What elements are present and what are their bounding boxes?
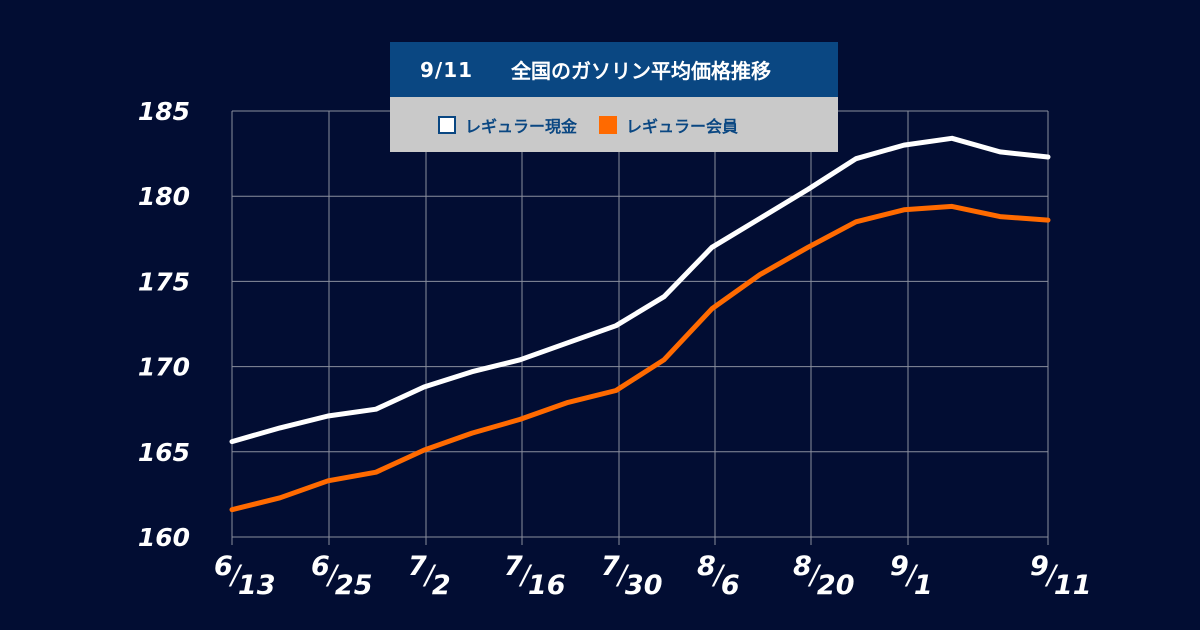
x-axis: 6/13 6/25 7/2 7/16 7/30 8/6 8/20 9/1 9/11 <box>214 551 1091 601</box>
y-axis: 160 165 170 175 180 185 <box>138 97 190 552</box>
y-tick-label: 180 <box>138 182 190 211</box>
title-text: 全国のガソリン平均価格推移 <box>511 59 772 83</box>
grid <box>231 110 1049 545</box>
legend: レギュラー現金 レギュラー会員 <box>390 97 838 152</box>
x-tick-label: 8/6 <box>697 551 740 601</box>
legend-label-member: レギュラー会員 <box>626 116 739 136</box>
legend-item-member: レギュラー会員 <box>599 113 738 137</box>
y-tick-label: 165 <box>138 438 190 467</box>
y-tick-label: 160 <box>138 523 190 552</box>
series-lines <box>229 135 1051 513</box>
x-tick-label: 9/11 <box>1030 551 1091 601</box>
x-tick-label: 9/1 <box>890 551 933 601</box>
x-tick-label: 6/25 <box>311 551 372 601</box>
series-line-1 <box>229 203 1051 513</box>
y-tick-label: 175 <box>138 267 190 296</box>
y-tick-label: 185 <box>138 97 190 126</box>
legend-swatch-member <box>599 115 618 134</box>
x-tick-label: 7/2 <box>408 551 451 601</box>
legend-label-cash: レギュラー現金 <box>465 116 578 136</box>
y-tick-label: 170 <box>138 353 190 382</box>
x-tick-label: 7/30 <box>601 551 662 601</box>
legend-item-cash: レギュラー現金 <box>438 113 577 137</box>
legend-swatch-cash <box>438 115 456 134</box>
x-tick-label: 6/13 <box>214 551 275 601</box>
x-tick-label: 7/16 <box>504 551 565 601</box>
title-box: 9/11 全国のガソリン平均価格推移 レギュラー現金 レギュラー会員 <box>390 42 838 152</box>
series-line-0 <box>229 135 1051 445</box>
x-tick-label: 8/20 <box>793 551 854 601</box>
chart-title: 9/11 全国のガソリン平均価格推移 <box>390 42 838 97</box>
title-date: 9/11 <box>420 57 474 82</box>
